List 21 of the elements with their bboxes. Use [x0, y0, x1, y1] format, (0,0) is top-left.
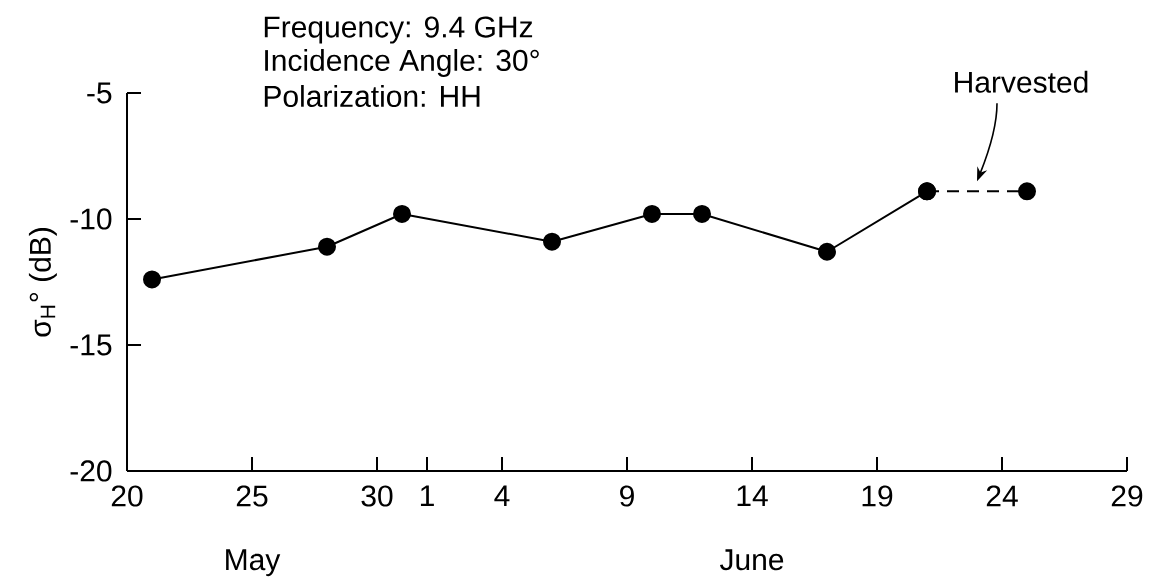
y-tick-label: -20 — [70, 460, 112, 482]
text: Harvested — [955, 70, 1088, 93]
x-tick-label: 29 — [1111, 485, 1143, 507]
text: June — [719, 549, 784, 571]
y-tick-label: -15 — [70, 334, 112, 356]
x-tick-label: 4 — [494, 485, 510, 506]
y-axis-title: σ$_{H}$° (dB) — [28, 227, 57, 337]
text: May — [226, 549, 281, 577]
x-tick-label: 24 — [986, 485, 1018, 507]
x-tick-label: 19 — [862, 485, 893, 507]
text: Incidence Angle: 30° — [265, 48, 539, 77]
annotation: Polarization: HH — [264, 84, 480, 107]
x-tick-label: 25 — [236, 485, 268, 507]
x-tick-label: 1 — [420, 485, 434, 506]
x-tick-label: 14 — [737, 485, 768, 506]
x-tick-label: 9 — [620, 485, 634, 507]
y-tick-label: -5 — [87, 82, 112, 104]
y-tick-label: -10 — [70, 208, 112, 230]
x-tick-label: 20 — [111, 485, 143, 507]
x-tick-label: 30 — [361, 485, 393, 507]
text: Frequency: 9.4 GHz — [264, 16, 533, 44]
